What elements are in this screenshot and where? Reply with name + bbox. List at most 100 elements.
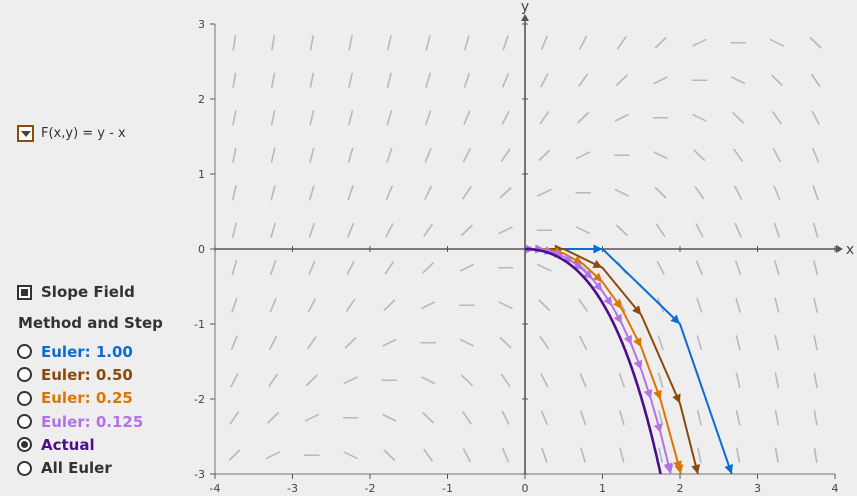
slope-segment — [309, 110, 315, 126]
slope-segment — [771, 74, 783, 86]
slope-segment — [576, 151, 591, 160]
method-option[interactable]: Actual — [17, 433, 143, 456]
slope-segment — [813, 260, 819, 276]
slope-segment — [308, 260, 316, 276]
slope-segment — [812, 147, 820, 163]
slope-field-toggle[interactable]: Slope Field — [17, 283, 135, 301]
y-tick-label: -2 — [194, 393, 205, 406]
method-label: Euler: 1.00 — [41, 342, 133, 361]
slope-segment — [538, 299, 551, 311]
method-radio[interactable] — [17, 414, 32, 430]
y-axis-label: y — [521, 0, 529, 15]
slope-segment — [232, 110, 237, 126]
slope-field-label: Slope Field — [41, 283, 135, 301]
x-tick-label: 0 — [522, 482, 529, 495]
slope-field-checkbox[interactable] — [17, 284, 32, 300]
method-option[interactable]: Euler: 1.00 — [17, 340, 143, 363]
slope-segment — [347, 185, 354, 201]
slope-segment — [653, 76, 668, 85]
slope-segment — [383, 299, 396, 311]
slope-segment — [813, 335, 818, 351]
method-radio[interactable] — [17, 390, 32, 406]
slope-segment — [657, 335, 664, 351]
method-option[interactable]: Euler: 0.50 — [17, 363, 143, 386]
slope-segment — [696, 335, 703, 351]
euler-step-arrow — [653, 423, 663, 433]
slope-segment — [346, 260, 355, 275]
function-dropdown-button[interactable] — [17, 125, 34, 142]
slope-segment — [269, 335, 278, 350]
x-axis-label: x — [846, 242, 854, 258]
slope-segment — [385, 223, 394, 238]
slope-segment — [270, 222, 276, 238]
slope-segment — [774, 447, 779, 463]
slope-segment — [347, 147, 354, 163]
method-option[interactable]: Euler: 0.25 — [17, 387, 143, 410]
y-axis-arrow-icon — [521, 14, 529, 21]
slope-segment — [462, 186, 472, 200]
slope-segment — [813, 372, 818, 388]
slope-segment — [735, 260, 742, 276]
actual-solution-line — [525, 247, 662, 474]
slope-segment — [696, 297, 703, 313]
slope-segment — [422, 262, 434, 274]
euler-step-arrow — [613, 313, 622, 324]
slope-segment — [424, 147, 432, 163]
method-option[interactable]: Euler: 0.125 — [17, 410, 143, 433]
method-radio[interactable] — [17, 367, 32, 383]
slope-segment — [772, 111, 782, 125]
euler-step-arrow — [672, 393, 681, 404]
slope-segment — [309, 72, 315, 88]
method-label: Euler: 0.25 — [41, 389, 133, 408]
method-radio[interactable] — [17, 460, 32, 476]
slope-segment — [462, 411, 472, 425]
slope-segment — [345, 298, 356, 312]
slope-segment — [309, 147, 315, 163]
slope-segment — [307, 336, 317, 350]
chevron-down-icon — [20, 130, 31, 137]
slope-segment — [306, 374, 318, 386]
slope-segment — [231, 260, 238, 276]
series-layer — [525, 244, 734, 474]
slope-segment — [618, 372, 625, 388]
y-tick-label: 1 — [198, 168, 205, 181]
slope-segment — [580, 410, 587, 426]
y-tick-label: 0 — [198, 243, 205, 256]
euler-step-arrow — [583, 269, 593, 280]
slope-segment — [269, 297, 277, 313]
method-radio[interactable] — [17, 437, 32, 453]
slope-segment — [386, 110, 393, 126]
slope-segment — [230, 373, 239, 388]
slope-segment — [812, 185, 819, 201]
slope-segment — [772, 148, 781, 163]
euler-step-arrow — [592, 272, 603, 282]
function-selector[interactable]: F(x,y) = y - x — [17, 125, 126, 142]
euler-step-arrow — [603, 296, 613, 307]
slope-segment — [735, 297, 741, 313]
y-tick-label: -3 — [194, 468, 205, 481]
slope-segment — [813, 297, 818, 313]
slope-segment — [735, 372, 741, 388]
euler-step-arrow — [674, 464, 684, 474]
slope-segment — [271, 35, 276, 51]
slope-segment — [774, 335, 780, 351]
slope-segment — [811, 110, 820, 125]
method-radio[interactable] — [17, 344, 32, 360]
slope-segment — [697, 410, 702, 426]
slope-segment — [462, 448, 471, 463]
function-label: F(x,y) = y - x — [41, 126, 126, 141]
slope-segment — [348, 35, 353, 51]
y-tick-label: 3 — [198, 18, 205, 31]
slope-segment — [617, 36, 627, 50]
method-option[interactable]: All Euler — [17, 456, 143, 479]
slope-segment — [500, 148, 511, 162]
slope-segment — [425, 35, 431, 51]
slope-segment — [232, 72, 237, 88]
slope-segment — [734, 222, 742, 238]
slope-segment — [270, 185, 276, 201]
slope-segment — [774, 297, 780, 313]
euler-step-arrow — [633, 359, 643, 370]
slope-segment — [655, 223, 666, 237]
slope-segment — [537, 188, 552, 197]
method-label: Euler: 0.125 — [41, 412, 144, 431]
